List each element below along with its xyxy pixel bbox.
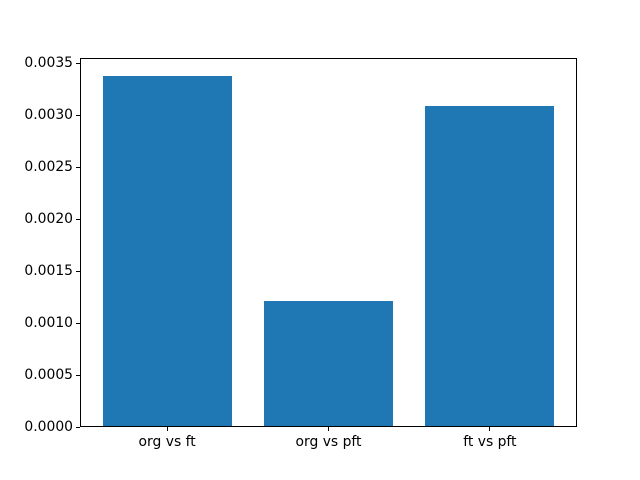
bar [102, 75, 232, 427]
y-tick-mark [76, 270, 80, 272]
y-tick-label: 0.0005 [24, 367, 73, 383]
y-tick-label: 0.0000 [24, 419, 73, 435]
y-tick-mark [76, 426, 80, 428]
y-tick-label: 0.0030 [24, 107, 73, 124]
y-tick-mark [76, 62, 80, 64]
x-tick-label: ft vs pft [463, 434, 517, 450]
y-tick-label: 0.0035 [24, 55, 73, 72]
y-tick-label: 0.0010 [24, 315, 73, 332]
bar [263, 301, 394, 427]
bar [425, 105, 555, 427]
x-tick-label: org vs pft [295, 434, 362, 450]
x-tick-label: org vs ft [138, 434, 196, 450]
y-tick-label: 0.0015 [24, 263, 73, 280]
y-tick-label: 0.0025 [24, 159, 73, 176]
x-tick-mark [166, 427, 168, 431]
y-tick-label: 0.0020 [24, 211, 73, 228]
x-tick-mark [489, 427, 491, 431]
y-tick-mark [76, 114, 80, 116]
y-tick-mark [76, 218, 80, 220]
x-tick-mark [328, 427, 329, 431]
y-tick-mark [76, 166, 80, 168]
y-tick-mark [76, 374, 80, 376]
y-tick-mark [76, 322, 80, 324]
